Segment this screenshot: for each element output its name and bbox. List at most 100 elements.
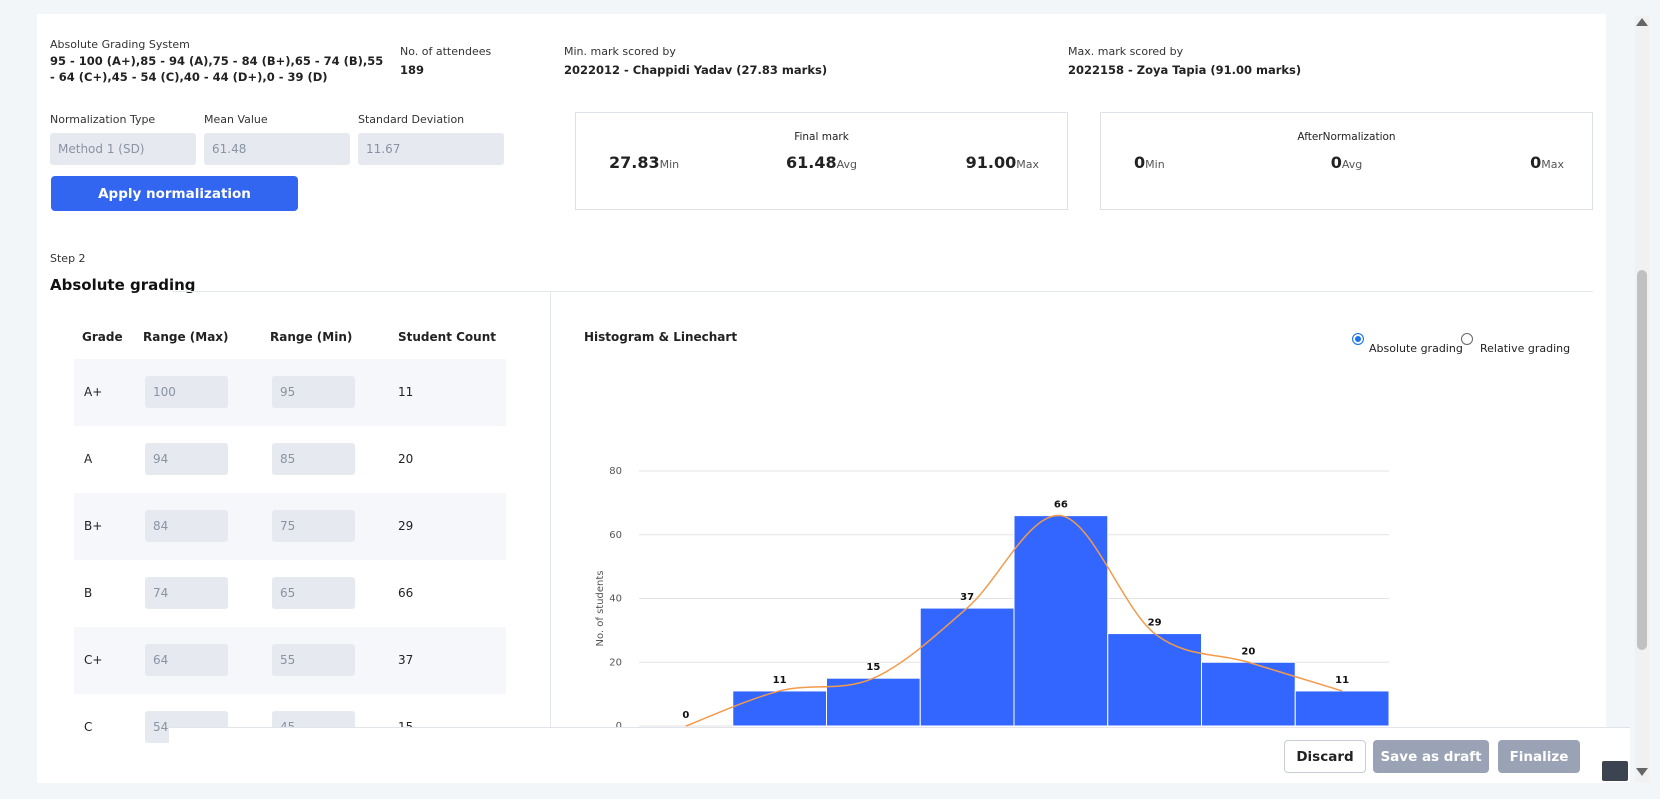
apply-button[interactable]: Apply normalization — [51, 176, 298, 211]
count: 29 — [398, 519, 414, 533]
footer-button[interactable]: Discard — [1284, 740, 1366, 773]
grade: C — [84, 720, 93, 734]
stat-value: 0 — [1134, 153, 1146, 172]
stat-label: Max — [1541, 158, 1564, 171]
chart: 0 20 40 60 80 No. of students 0 11 15 37 66 29 20 11 — [595, 466, 1390, 732]
label: No. of attendees — [400, 45, 492, 58]
range-input[interactable]: 84 — [145, 510, 228, 542]
range-input[interactable]: 64 — [145, 644, 228, 676]
data-label: 37 — [960, 592, 974, 603]
table-header: Range (Max) — [143, 330, 229, 344]
step-label: Step 2 — [50, 252, 86, 265]
radio[interactable] — [1352, 333, 1364, 345]
data-label: 11 — [773, 675, 787, 686]
stat-value: 27.83 — [609, 153, 660, 172]
range-input[interactable]: 100 — [145, 376, 228, 408]
input[interactable]: 11.67 — [358, 133, 504, 165]
label: Min. mark scored by — [564, 45, 676, 58]
stat-card: AfterNormalization 0Min 0Avg 0Max — [1100, 112, 1593, 210]
range-input[interactable]: 95 — [272, 376, 355, 408]
y-tick-label: 0 — [616, 721, 622, 732]
data-label: 20 — [1241, 646, 1255, 657]
table-header: Range (Min) — [270, 330, 353, 344]
count: 37 — [398, 653, 414, 667]
y-tick-label: 60 — [609, 530, 622, 541]
radio[interactable] — [1461, 333, 1473, 345]
range-input[interactable]: 85 — [272, 443, 355, 475]
scroll-thumb[interactable] — [1637, 270, 1647, 650]
value: 2022158 - Zoya Tapia (91.00 marks) — [1068, 63, 1302, 77]
grade: B — [84, 586, 93, 600]
count: 20 — [398, 452, 414, 466]
value: 189 — [400, 63, 425, 77]
scroll-up[interactable] — [1636, 18, 1648, 26]
stat-label: Min — [1145, 158, 1165, 171]
grade: B+ — [84, 519, 103, 533]
bar — [1013, 515, 1109, 727]
grading-scale: 95 - 100 (A+),85 - 94 (A),75 - 84 (B+),6… — [50, 54, 384, 84]
bar — [1107, 633, 1202, 727]
footer: Discard Save as draft Finalize — [169, 727, 1630, 782]
stat: 61.48Avg — [576, 153, 1067, 172]
field-label: Mean Value — [204, 113, 268, 126]
stat-label: Max — [1016, 158, 1039, 171]
y-tick-label: 40 — [609, 594, 622, 605]
y-axis-label: No. of students — [595, 570, 606, 646]
input[interactable]: Method 1 (SD) — [50, 133, 196, 165]
label: Max. mark scored by — [1068, 45, 1184, 58]
scrollbar[interactable] — [1635, 16, 1649, 782]
y-tick-label: 80 — [609, 466, 622, 477]
bar — [1294, 690, 1390, 727]
trend-line — [685, 514, 1343, 727]
data-label: 0 — [682, 710, 689, 721]
stat-value: 61.48 — [786, 153, 837, 172]
stat-label: Min — [659, 158, 680, 171]
scroll-down[interactable] — [1636, 768, 1648, 776]
label: Absolute Grading System — [50, 38, 190, 51]
grade: A — [84, 452, 93, 466]
field-label: Standard Deviation — [358, 113, 465, 126]
stat: 91.00Max — [966, 153, 1039, 172]
data-label: 11 — [1335, 675, 1349, 686]
divider — [550, 292, 551, 742]
card-title: Final mark — [794, 131, 849, 143]
data-label: 15 — [866, 662, 880, 673]
input[interactable]: 61.48 — [204, 133, 350, 165]
radio-label[interactable]: Absolute grading — [1369, 342, 1463, 355]
range-input[interactable]: 94 — [145, 443, 228, 475]
data-label: 29 — [1148, 618, 1162, 629]
range-input[interactable]: 55 — [272, 644, 355, 676]
stat-value: 91.00 — [965, 153, 1017, 172]
grade: C+ — [84, 653, 103, 667]
stat-label: Avg — [836, 158, 857, 171]
stat-value: 0 — [1530, 153, 1542, 172]
chart-title: Histogram & Linechart — [584, 330, 738, 344]
range-input[interactable]: 65 — [272, 577, 355, 609]
table-header: Student Count — [398, 330, 496, 344]
scroll-top[interactable] — [1602, 761, 1628, 781]
bar — [919, 607, 1015, 727]
section-title: Absolute grading — [50, 276, 196, 294]
value: 2022012 - Chappidi Yadav (27.83 marks) — [564, 63, 828, 77]
bar — [732, 690, 827, 727]
count: 11 — [398, 385, 414, 399]
range-input[interactable]: 75 — [272, 510, 355, 542]
range-input[interactable]: 74 — [145, 577, 228, 609]
stat: 0Max — [1530, 153, 1564, 172]
stat-label: Avg — [1341, 158, 1363, 171]
stat: 0Min — [1134, 153, 1165, 172]
count: 66 — [398, 586, 414, 600]
footer-button[interactable]: Finalize — [1498, 740, 1580, 773]
stat: 0Avg — [1101, 153, 1592, 172]
footer-button[interactable]: Save as draft — [1373, 740, 1489, 773]
stat: 27.83Min — [609, 153, 679, 172]
stat-value: 0 — [1330, 153, 1342, 172]
field-label: Normalization Type — [50, 113, 156, 126]
table-header: Grade — [82, 330, 123, 344]
grade: A+ — [84, 385, 103, 399]
stat-card: Final mark 27.83Min 61.48Avg 91.00Max — [575, 112, 1068, 210]
data-label: 66 — [1054, 500, 1068, 511]
y-tick-label: 20 — [609, 657, 622, 668]
radio-label[interactable]: Relative grading — [1480, 342, 1571, 355]
